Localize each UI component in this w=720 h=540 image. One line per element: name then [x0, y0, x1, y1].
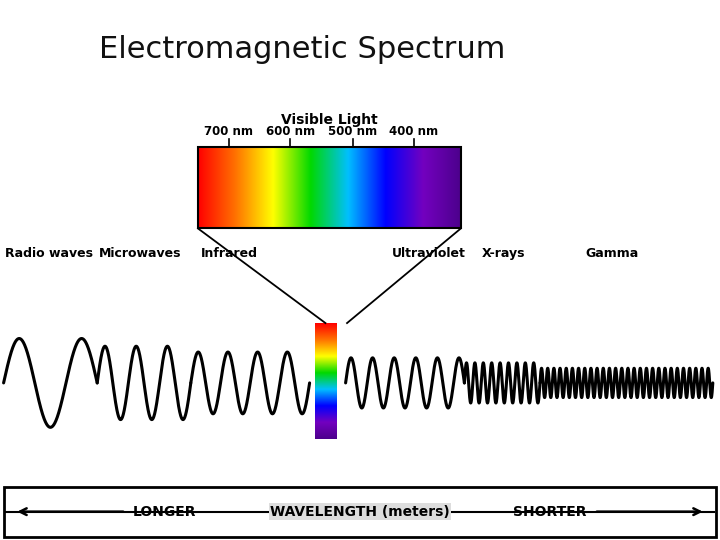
Text: X-rays: X-rays — [482, 247, 526, 260]
Text: 700 nm: 700 nm — [204, 125, 253, 138]
Text: 400 nm: 400 nm — [390, 125, 438, 138]
Text: Electromagnetic Spectrum: Electromagnetic Spectrum — [99, 35, 505, 64]
Text: LONGER: LONGER — [133, 505, 197, 518]
Text: Radio waves: Radio waves — [5, 247, 93, 260]
Text: Gamma: Gamma — [585, 247, 639, 260]
Text: Microwaves: Microwaves — [99, 247, 181, 260]
Bar — [4, 487, 716, 537]
Text: 500 nm: 500 nm — [328, 125, 377, 138]
Text: SHORTER: SHORTER — [513, 505, 587, 518]
Text: Infrared: Infrared — [200, 247, 258, 260]
Text: Visible Light: Visible Light — [281, 113, 378, 127]
Text: WAVELENGTH (meters): WAVELENGTH (meters) — [270, 505, 450, 518]
Text: 600 nm: 600 nm — [266, 125, 315, 138]
Bar — [198, 147, 461, 228]
Text: Ultraviolet: Ultraviolet — [392, 247, 465, 260]
